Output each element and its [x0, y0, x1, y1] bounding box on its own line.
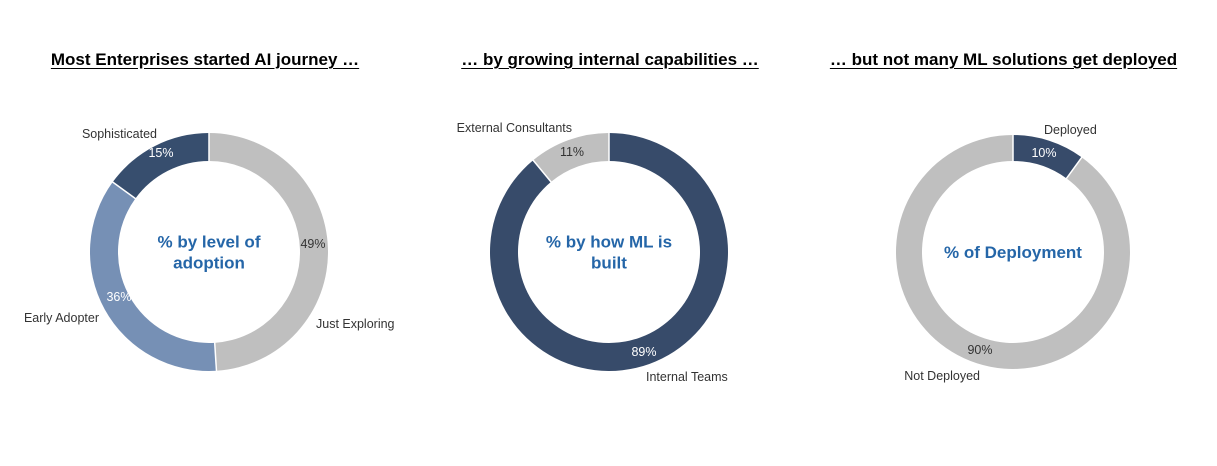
slice-separator: [111, 180, 137, 200]
chart-panel-how-built: … by growing internal capabilities … 89%…: [400, 0, 820, 466]
category-label: Deployed: [1044, 123, 1097, 137]
category-label: Not Deployed: [904, 369, 980, 383]
data-label: 90%: [967, 343, 992, 357]
chart-panel-deployment: … but not many ML solutions get deployed…: [790, 0, 1217, 466]
donut-slice-internal-teams: [490, 133, 728, 372]
category-label: Sophisticated: [82, 127, 157, 141]
category-label: Just Exploring: [316, 317, 395, 331]
chart-title: … by growing internal capabilities …: [461, 50, 759, 69]
slice-separator: [1065, 156, 1083, 180]
data-label: 36%: [106, 290, 131, 304]
chart-panel-adoption: Most Enterprises started AI journey … 49…: [0, 0, 410, 466]
donut-chart-how-built: 89% 11% Internal Teams External Consultants…: [457, 121, 728, 384]
donut-slice-early-adopter: [90, 182, 217, 371]
donut-slice-just-exploring: [209, 133, 328, 371]
data-label: 11%: [560, 145, 584, 159]
center-label: adoption: [173, 254, 245, 273]
donut-slice-deployed: [1013, 135, 1082, 179]
data-label: 10%: [1031, 146, 1056, 160]
category-label: Internal Teams: [646, 370, 728, 384]
chart-title: … but not many ML solutions get deployed: [829, 50, 1178, 69]
center-label: built: [591, 254, 627, 273]
data-label: 15%: [148, 146, 173, 160]
data-label: 89%: [631, 345, 656, 359]
donut-slice-sophisticated: [112, 133, 209, 199]
slice-separator: [531, 159, 553, 184]
center-label: % of Deployment: [944, 243, 1082, 262]
category-label: External Consultants: [457, 121, 572, 135]
center-label: % by how ML is: [546, 233, 672, 252]
donut-chart-deployment: 10% 90% Deployed Not Deployed % of Deploymen…: [896, 123, 1130, 383]
data-label: 49%: [300, 237, 325, 251]
slice-separator: [213, 341, 218, 372]
donut-chart-adoption: 49% 36% 15% Just Exploring Early Adopter Soph…: [24, 127, 395, 372]
chart-title: Most Enterprises started AI journey …: [50, 50, 360, 69]
center-label: % by level of: [158, 233, 261, 252]
category-label: Early Adopter: [24, 311, 99, 325]
donut-slice-external-consultants: [533, 133, 609, 182]
